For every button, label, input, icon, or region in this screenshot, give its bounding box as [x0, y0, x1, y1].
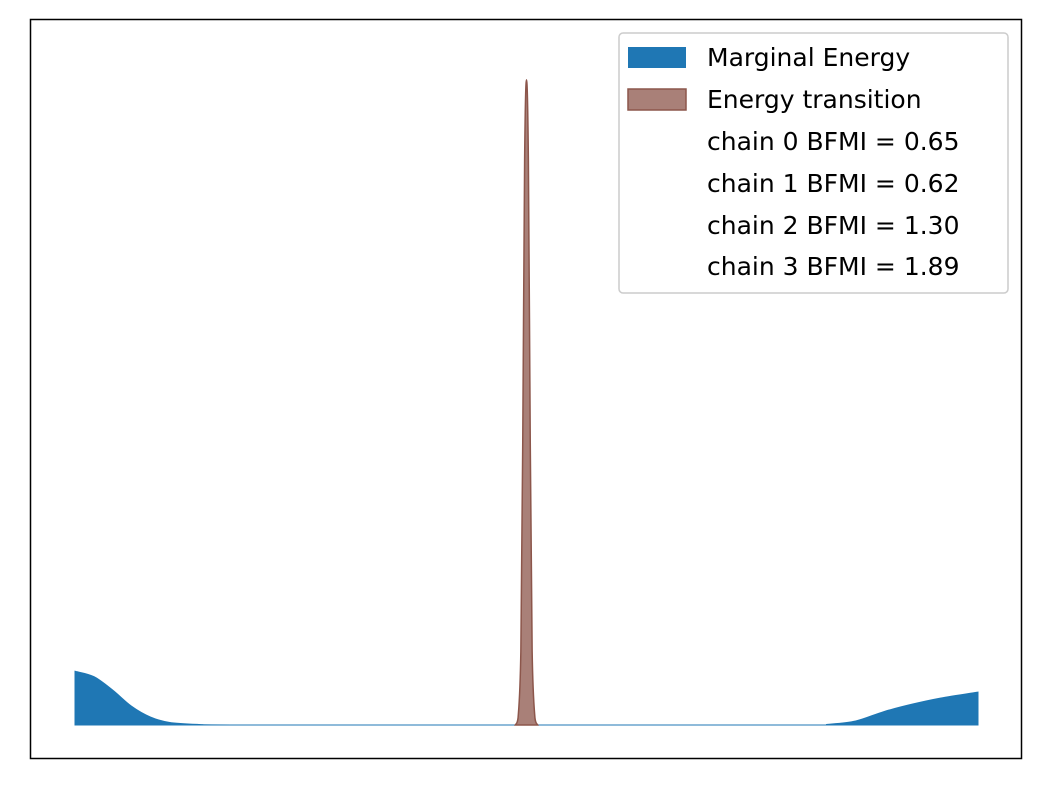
legend-label-energy-transition: Energy transition: [707, 85, 922, 114]
legend-frame: [618, 32, 1009, 294]
legend-swatch-marginal-energy: [628, 47, 686, 68]
legend-label-chain-1-bfmi: chain 1 BFMI = 0.62: [707, 169, 959, 198]
area-energy-transition: [514, 79, 539, 726]
area-marginal-energy: [74, 670, 979, 726]
plot-area: [74, 79, 979, 726]
legend-label-marginal-energy: Marginal Energy: [707, 43, 910, 72]
legend-label-chain-2-bfmi: chain 2 BFMI = 1.30: [707, 211, 959, 240]
legend-label-chain-0-bfmi: chain 0 BFMI = 0.65: [707, 127, 959, 156]
legend-label-chain-3-bfmi: chain 3 BFMI = 1.89: [707, 252, 959, 281]
legend: Marginal Energy Energy transition chain …: [618, 32, 1009, 294]
axes-frame: [29, 18, 1023, 760]
legend-swatch-energy-transition: [627, 88, 687, 111]
